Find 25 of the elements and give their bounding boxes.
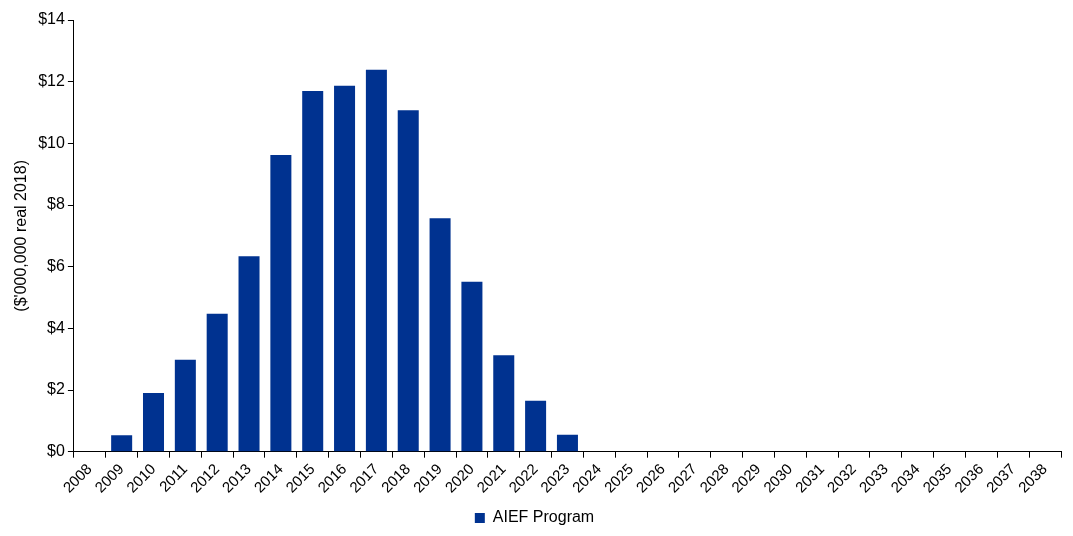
bar [556, 434, 578, 452]
y-tick-label: $6 [47, 257, 65, 275]
y-tick-label: $10 [38, 133, 65, 151]
y-tick-label: $4 [47, 318, 65, 336]
bar [238, 256, 260, 452]
y-tick-label: $14 [38, 10, 65, 28]
bar [493, 355, 515, 452]
bar [461, 281, 483, 452]
bar [174, 359, 196, 452]
bar [365, 69, 387, 452]
y-tick-label: $12 [38, 72, 65, 90]
bar [302, 90, 324, 452]
bar [334, 85, 356, 452]
bar [142, 393, 165, 452]
bar [111, 435, 133, 452]
bar [270, 155, 292, 452]
bar [397, 110, 419, 452]
legend-label: AIEF Program [492, 508, 595, 526]
y-tick-label: $2 [47, 380, 65, 398]
y-tick-label: $8 [47, 195, 65, 213]
y-axis-title: ($'000,000 real 2018) [12, 160, 30, 312]
bar [206, 313, 228, 452]
bar [429, 218, 451, 452]
y-tick-label: $0 [47, 442, 65, 460]
bar [525, 400, 547, 452]
